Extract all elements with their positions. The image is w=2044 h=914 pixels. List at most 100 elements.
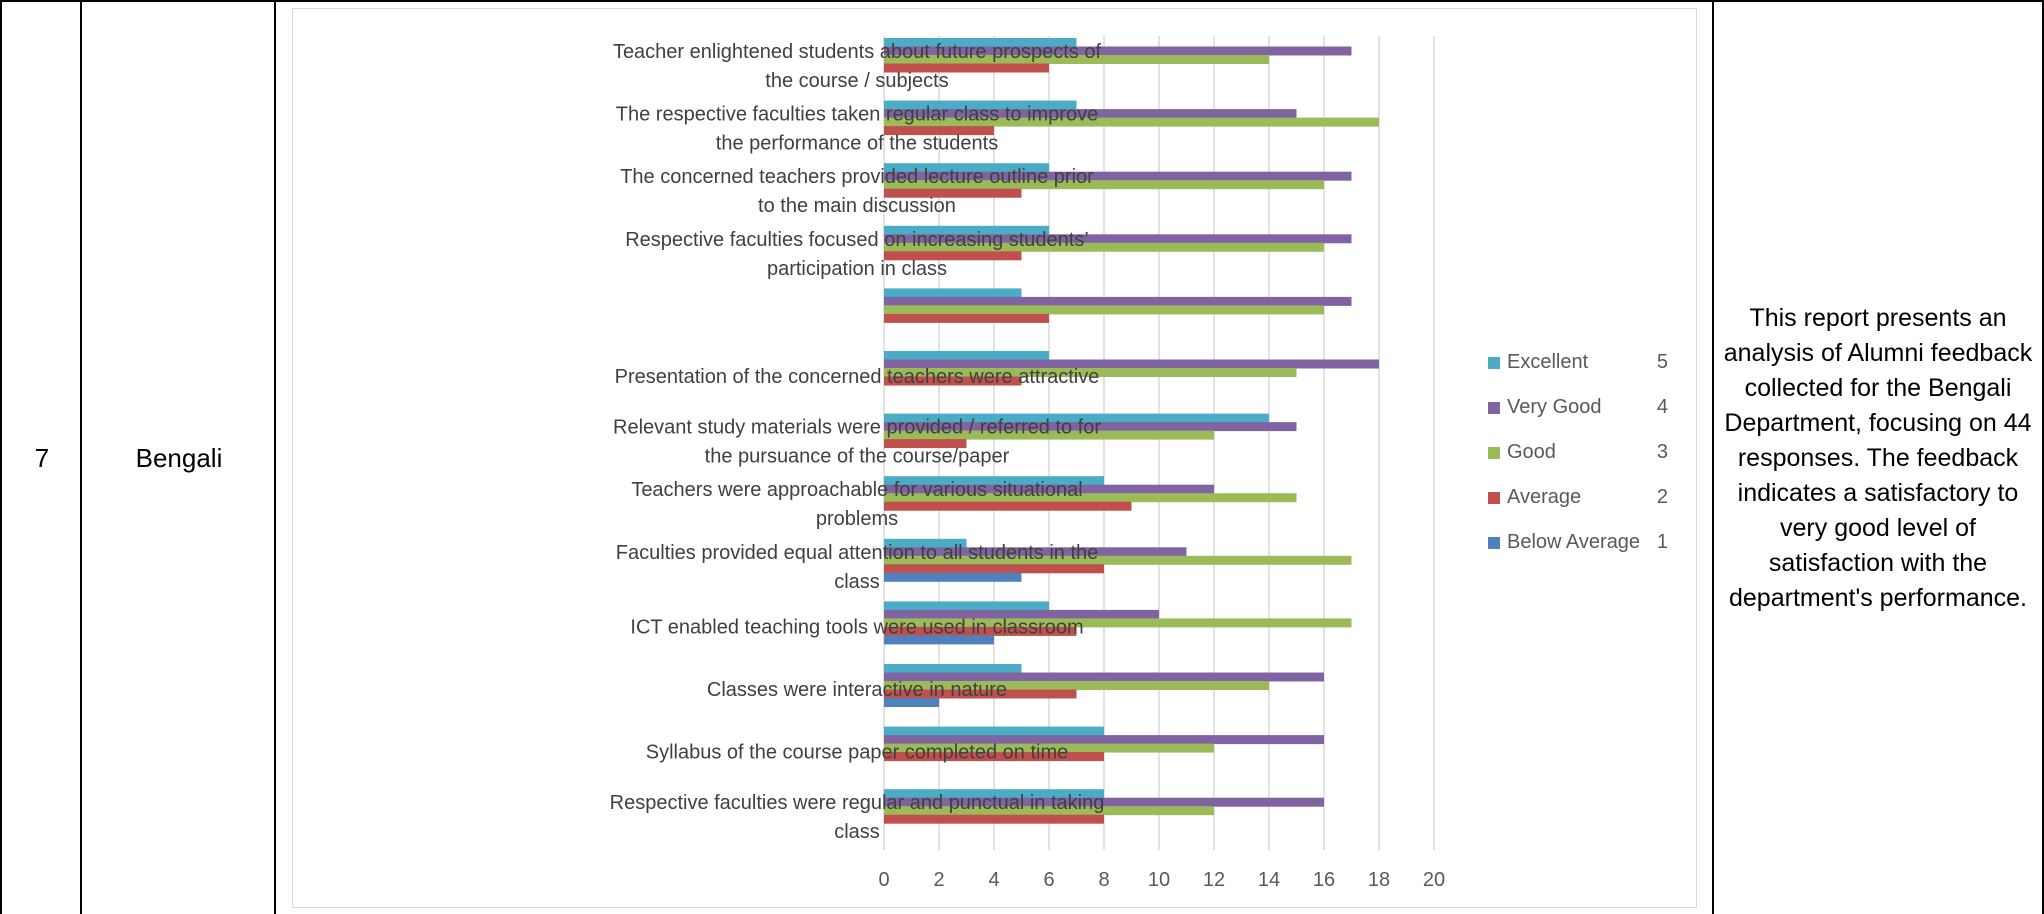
- bar-average: [884, 313, 1049, 323]
- category-group: Teachers were approachable for various s…: [631, 476, 1297, 530]
- bar-excellent: [884, 413, 1269, 423]
- x-tick-label: 20: [1423, 869, 1445, 891]
- category-group: [884, 288, 1352, 323]
- category-label: The concerned teachers provided lecture …: [620, 166, 1094, 188]
- legend-swatch: [1488, 492, 1500, 504]
- legend-label: Below Average: [1507, 531, 1640, 553]
- bar-excellent: [884, 664, 1022, 673]
- category-label: participation in class: [767, 258, 947, 280]
- category-label: the performance of the students: [716, 133, 998, 155]
- bar-excellent: [884, 38, 1077, 47]
- category-label: Presentation of the concerned teachers w…: [615, 366, 1100, 388]
- bar-good: [884, 806, 1214, 816]
- row-number: 7: [34, 442, 50, 473]
- bar-average: [884, 564, 1104, 574]
- category-label: problems: [816, 508, 898, 530]
- legend-code: 1: [1657, 531, 1668, 553]
- category-label: Teachers were approachable for various s…: [631, 479, 1082, 501]
- legend-swatch: [1488, 537, 1500, 549]
- bar-excellent: [884, 225, 1049, 235]
- legend: Excellent 5 Very Good 4 Good 3 Average 2 Below A…: [1488, 351, 1668, 553]
- legend-code: 2: [1657, 486, 1668, 508]
- category-label: Respective faculties were regular and pu…: [610, 792, 1105, 814]
- legend-label: Good: [1507, 441, 1556, 463]
- category-group: Syllabus of the course paper completed o…: [646, 726, 1324, 764]
- bar-average: [884, 814, 1104, 824]
- bar-excellent: [884, 476, 1104, 486]
- legend-label: Average: [1507, 486, 1581, 508]
- legend-label: Excellent: [1507, 351, 1589, 373]
- category-label: Teacher enlightened students about futur…: [613, 41, 1102, 63]
- x-tick-label: 8: [1098, 869, 1109, 891]
- bar-average: [884, 752, 1104, 762]
- summary-text: This report presents an analysis of Alum…: [1723, 303, 2033, 612]
- bar-excellent: [884, 538, 967, 548]
- bar-excellent: [884, 726, 1104, 736]
- category-group: The concerned teachers provided lecture …: [620, 163, 1352, 217]
- bar-very-good: [884, 797, 1324, 807]
- category-label: Relevant study materials were provided /…: [613, 417, 1101, 439]
- legend-code: 3: [1657, 441, 1668, 463]
- legend-swatch: [1488, 402, 1500, 414]
- x-tick-label: 4: [988, 869, 999, 891]
- bar-very-good: [884, 171, 1352, 181]
- category-label: Classes were interactive in nature: [707, 679, 1007, 701]
- department-cell: Bengali: [80, 0, 276, 914]
- bar-very-good: [884, 46, 1352, 56]
- bar-very-good: [884, 109, 1297, 119]
- bar-good: [884, 180, 1324, 190]
- category-label: class: [834, 821, 880, 843]
- category-group: Respective faculties were regular and pu…: [610, 789, 1324, 843]
- bar-good: [884, 55, 1269, 64]
- bar-good: [884, 430, 1214, 440]
- row-number-cell: 7: [0, 0, 82, 914]
- bar-very-good: [884, 296, 1352, 306]
- bar-average: [884, 126, 994, 136]
- category-group: ICT enabled teaching tools were used in …: [630, 601, 1352, 645]
- bar-average: [884, 188, 1022, 198]
- bar-average: [884, 251, 1022, 261]
- x-tick-label: 14: [1258, 869, 1280, 891]
- category-label: class: [834, 571, 880, 593]
- bar-below-average: [884, 635, 994, 645]
- bar-average: [884, 439, 967, 449]
- legend-swatch: [1488, 357, 1500, 369]
- category-label: the pursuance of the course/paper: [705, 446, 1010, 468]
- category-group: Classes were interactive in nature: [707, 664, 1324, 707]
- bar-very-good: [884, 547, 1187, 557]
- bar-very-good: [884, 735, 1324, 745]
- bar-excellent: [884, 163, 1049, 173]
- bar-good: [884, 493, 1297, 503]
- chart-area: [292, 8, 1697, 908]
- category-label: ICT enabled teaching tools were used in …: [630, 616, 1083, 638]
- category-label: to the main discussion: [758, 195, 956, 217]
- bar-good: [884, 681, 1269, 690]
- bar-very-good: [884, 672, 1324, 682]
- x-tick-label: 10: [1148, 869, 1170, 891]
- x-tick-label: 12: [1203, 869, 1225, 891]
- legend-label: Very Good: [1507, 396, 1602, 418]
- bar-very-good: [884, 484, 1214, 494]
- category-group: Respective faculties focused on increasi…: [625, 225, 1352, 280]
- bar-below-average: [884, 698, 939, 707]
- bar-excellent: [884, 351, 1049, 360]
- x-tick-label: 6: [1043, 869, 1054, 891]
- x-tick-label: 18: [1368, 869, 1390, 891]
- category-group: The respective faculties taken regular c…: [616, 100, 1379, 155]
- bar-average: [884, 689, 1077, 699]
- bar-good: [884, 305, 1324, 315]
- chart-cell: [274, 0, 1714, 914]
- bar-very-good: [884, 422, 1297, 432]
- category-group: Relevant study materials were provided /…: [613, 413, 1297, 468]
- bar-good: [884, 368, 1297, 377]
- bar-excellent: [884, 100, 1077, 110]
- bar-average: [884, 376, 1022, 386]
- bar-good: [884, 242, 1324, 252]
- bar-excellent: [884, 789, 1104, 799]
- bar-good: [884, 117, 1379, 127]
- bar-excellent: [884, 601, 1049, 611]
- category-label: Syllabus of the course paper completed o…: [646, 742, 1068, 764]
- category-group: Faculties provided equal attention to al…: [616, 538, 1352, 593]
- bar-average: [884, 63, 1049, 73]
